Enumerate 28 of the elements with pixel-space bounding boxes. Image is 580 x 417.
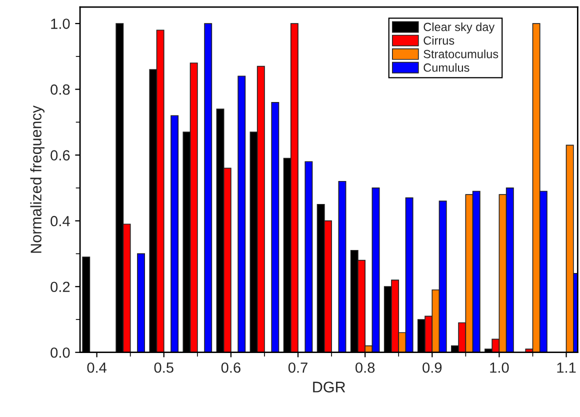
x-tick-label: 0.7 [288, 362, 308, 373]
bar [170, 115, 179, 352]
y-tick-label: 0.4 [50, 216, 70, 226]
bar [566, 144, 574, 352]
bar [304, 161, 313, 352]
bar [271, 102, 280, 352]
y-tick-label: 0.2 [50, 282, 70, 292]
bar [338, 180, 346, 352]
y-tick-label: 0.8 [50, 84, 70, 95]
x-tick-label: 0.6 [221, 362, 240, 373]
y-axis-title: Normalized frequency [30, 105, 44, 253]
x-tick-label: 0.4 [87, 362, 107, 373]
x-tick-label: 0.9 [422, 362, 442, 373]
y-tick-label: 0.0 [50, 347, 70, 358]
y-tick-label: 0.6 [50, 150, 70, 160]
y-tick-label: 1.0 [51, 18, 70, 29]
x-tick-label: 0.8 [356, 362, 375, 373]
bar [137, 253, 146, 352]
x-tick-label: 1.1 [557, 362, 576, 373]
legend-label: Cumulus [424, 63, 470, 72]
x-tick-label: 1.0 [490, 362, 509, 373]
legend-label: Stratocumulus [424, 50, 498, 58]
x-tick-label: 0.5 [154, 362, 174, 373]
bar [238, 76, 246, 352]
legend-label: Clear sky day [424, 22, 495, 34]
x-axis-title: DGR [313, 382, 346, 392]
legend-label: Cirrus [424, 36, 454, 45]
bar [204, 23, 212, 352]
